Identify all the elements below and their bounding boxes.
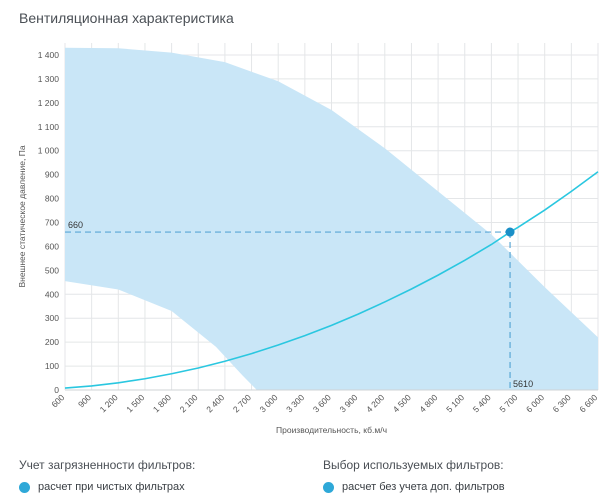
clean-filters-option-label: расчет при чистых фильтрах — [38, 481, 185, 493]
x-tick-label: 1 800 — [151, 392, 173, 414]
y-tick-label: 1 400 — [38, 50, 60, 60]
system-curve-line — [64, 171, 599, 389]
no-extra-filters-option[interactable]: расчет без учета доп. фильтров — [323, 481, 505, 493]
x-tick-label: 5 400 — [471, 392, 493, 414]
x-tick-label: 600 — [49, 392, 66, 409]
fan-characteristic-chart: 0 100 200 300 400 500 600 700 800 900 1 000 1 100 1 … — [17, 43, 600, 435]
operating-range-layer — [65, 47, 598, 391]
y-tick-label: 400 — [45, 289, 59, 299]
x-tick-label: 2 100 — [178, 392, 200, 414]
x-tick-label: 3 900 — [337, 392, 359, 414]
y-tick-label: 0 — [54, 385, 59, 395]
y-tick-label: 600 — [45, 241, 59, 251]
y-tick-label: 300 — [45, 313, 59, 323]
operating-point-y-label: 660 — [68, 220, 83, 230]
y-tick-label: 1 100 — [38, 122, 60, 132]
x-tick-label: 1 200 — [98, 392, 120, 414]
operating-point-layer[interactable]: 660 5610 — [65, 220, 533, 390]
series-layer — [64, 171, 599, 389]
x-tick-label: 2 700 — [231, 392, 253, 414]
x-axis-title: Производительность, кб.м/ч — [276, 425, 387, 435]
radio-selected-icon[interactable] — [323, 481, 334, 493]
y-tick-label: 800 — [45, 194, 59, 204]
x-tick-label: 1 500 — [124, 392, 146, 414]
x-tick-label: 4 800 — [417, 392, 439, 414]
x-tick-label: 900 — [76, 392, 93, 409]
y-tick-label: 200 — [45, 337, 59, 347]
x-tick-label: 6 000 — [524, 392, 546, 414]
x-tick-label: 3 300 — [284, 392, 306, 414]
x-tick-label: 3 000 — [257, 392, 279, 414]
operating-range-area — [65, 47, 598, 391]
y-tick-label: 700 — [45, 217, 59, 227]
clean-filters-option[interactable]: расчет при чистых фильтрах — [19, 481, 185, 493]
x-tick-label: 3 600 — [311, 392, 333, 414]
filter-selection-label: Выбор используемых фильтров: — [323, 458, 504, 472]
x-tick-label: 6 600 — [577, 392, 599, 414]
y-tick-label: 500 — [45, 265, 59, 275]
y-tick-label: 900 — [45, 170, 59, 180]
x-tick-label: 5 700 — [497, 392, 519, 414]
y-axis-title: Внешнее статическое давление, Па — [17, 145, 27, 287]
radio-selected-icon[interactable] — [19, 481, 30, 493]
x-tick-label: 4 200 — [364, 392, 386, 414]
y-tick-label: 1 300 — [38, 74, 60, 84]
x-tick-label: 6 300 — [551, 392, 573, 414]
filter-contamination-label: Учет загрязненности фильтров: — [19, 458, 196, 472]
y-tick-label: 100 — [45, 361, 59, 371]
y-tick-label: 1 000 — [38, 146, 60, 156]
y-tick-label: 1 200 — [38, 98, 60, 108]
no-extra-filters-option-label: расчет без учета доп. фильтров — [342, 481, 505, 493]
x-tick-label: 4 500 — [391, 392, 413, 414]
operating-point-marker[interactable] — [505, 227, 515, 237]
x-tick-label: 5 100 — [444, 392, 466, 414]
x-tick-label: 2 400 — [204, 392, 226, 414]
chart-title: Вентиляционная характеристика — [19, 10, 234, 26]
operating-point-x-label: 5610 — [513, 379, 533, 389]
